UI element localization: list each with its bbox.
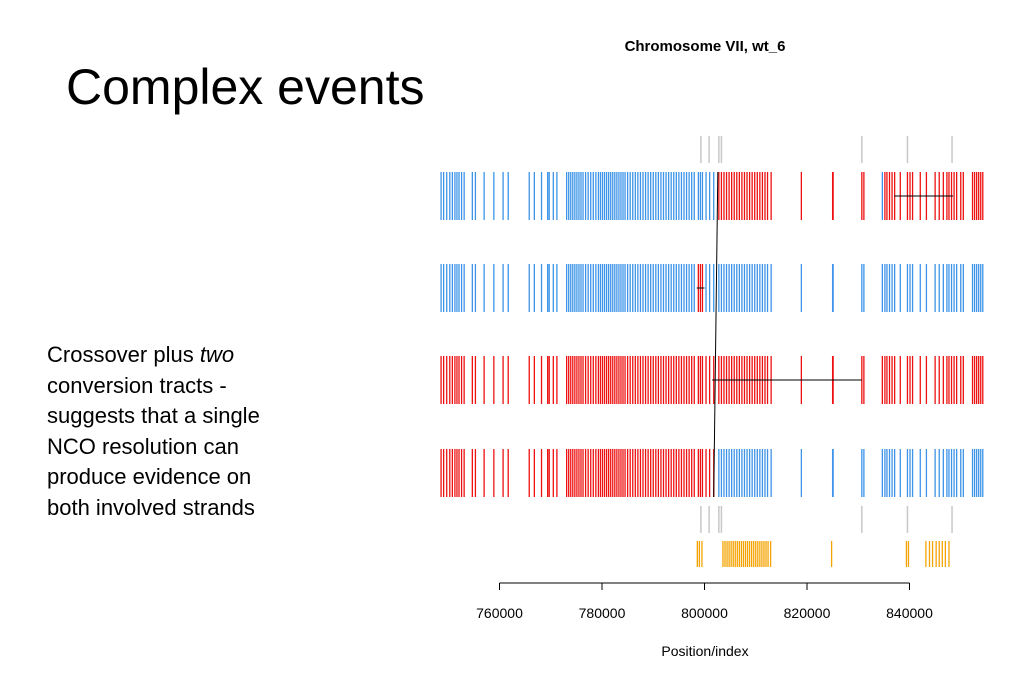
body-line-1: Crossover plus two xyxy=(47,340,307,371)
body-line-1-emphasis: two xyxy=(199,342,235,367)
x-tick-label: 760000 xyxy=(476,605,523,621)
body-line-4: NCO resolution can xyxy=(47,433,239,459)
chart-title: Chromosome VII, wt_6 xyxy=(625,38,786,55)
x-tick-label: 800000 xyxy=(681,605,728,621)
x-axis: 760000 780000 800000 820000 840000 xyxy=(476,582,933,621)
body-line-1-prefix: Crossover plus xyxy=(47,342,200,367)
marker-layer xyxy=(440,136,984,567)
x-tick-label: 820000 xyxy=(784,605,831,621)
body-line-5: produce evidence on xyxy=(47,464,252,489)
x-tick-label: 780000 xyxy=(579,605,626,621)
slide-body-text: Crossover plus two conversion tracts - s… xyxy=(47,340,307,523)
body-line-3: suggests that a single xyxy=(47,403,260,428)
body-line-2: conversion tracts - xyxy=(47,372,227,398)
slide-title: Complex events xyxy=(66,59,425,115)
x-axis-label: Position/index xyxy=(661,643,748,659)
x-tick-label: 840000 xyxy=(886,605,933,621)
crossover-line xyxy=(713,171,719,498)
connector-layer xyxy=(696,171,954,498)
body-line-6: both involved strands xyxy=(47,494,255,520)
